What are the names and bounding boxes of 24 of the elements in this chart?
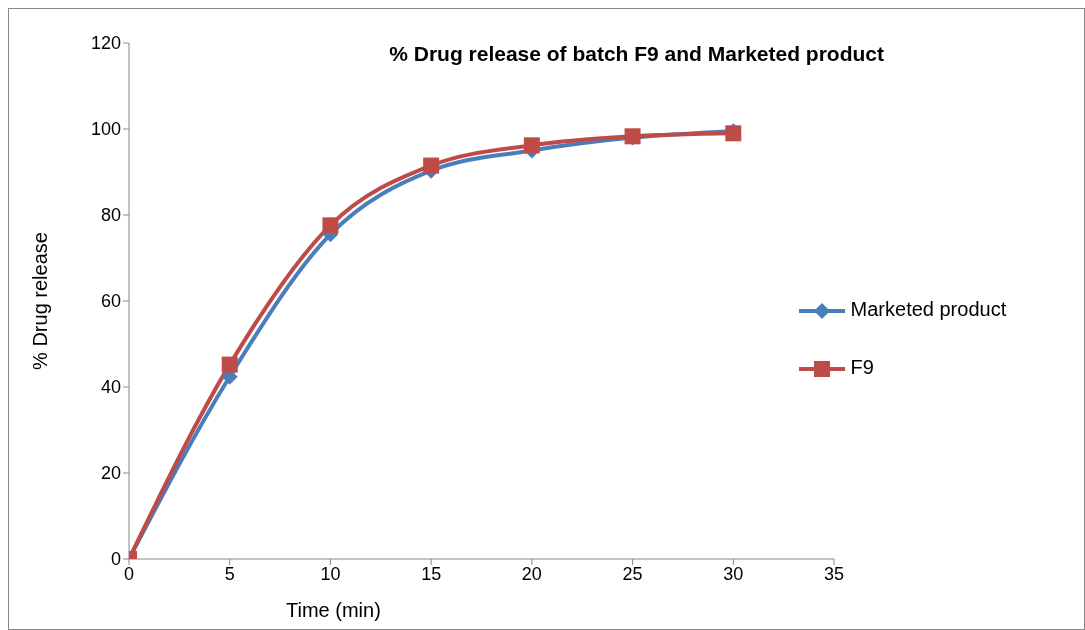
y-tick-label: 20 xyxy=(100,463,121,484)
legend-label: Marketed product xyxy=(849,297,1007,322)
point xyxy=(221,356,238,373)
x-tick-label: 5 xyxy=(224,563,235,584)
point xyxy=(322,217,339,234)
y-tick-label: 0 xyxy=(110,549,121,570)
x-tick-label: 20 xyxy=(521,563,542,584)
y-tick-label: 100 xyxy=(90,119,121,140)
x-tick-label: 35 xyxy=(823,563,845,584)
y-tick-label: 80 xyxy=(100,205,121,226)
y-tick-label: 40 xyxy=(100,377,121,398)
x-tick-label: 10 xyxy=(320,563,341,584)
y-tick-label: 120 xyxy=(90,33,121,54)
chart-title: % Drug release of batch F9 and Marketed product xyxy=(389,42,884,65)
point xyxy=(423,157,440,174)
y-axis-title: % Drug release xyxy=(29,232,51,370)
x-axis-title: Time (min) xyxy=(286,599,381,621)
x-tick-label: 30 xyxy=(723,563,744,584)
x-tick-label: 0 xyxy=(123,563,135,584)
point xyxy=(523,137,540,154)
legend-label: F9 xyxy=(849,355,875,380)
x-tick-label: 25 xyxy=(622,563,643,584)
y-tick-label: 60 xyxy=(100,291,121,312)
x-tick-label: 15 xyxy=(421,563,442,584)
